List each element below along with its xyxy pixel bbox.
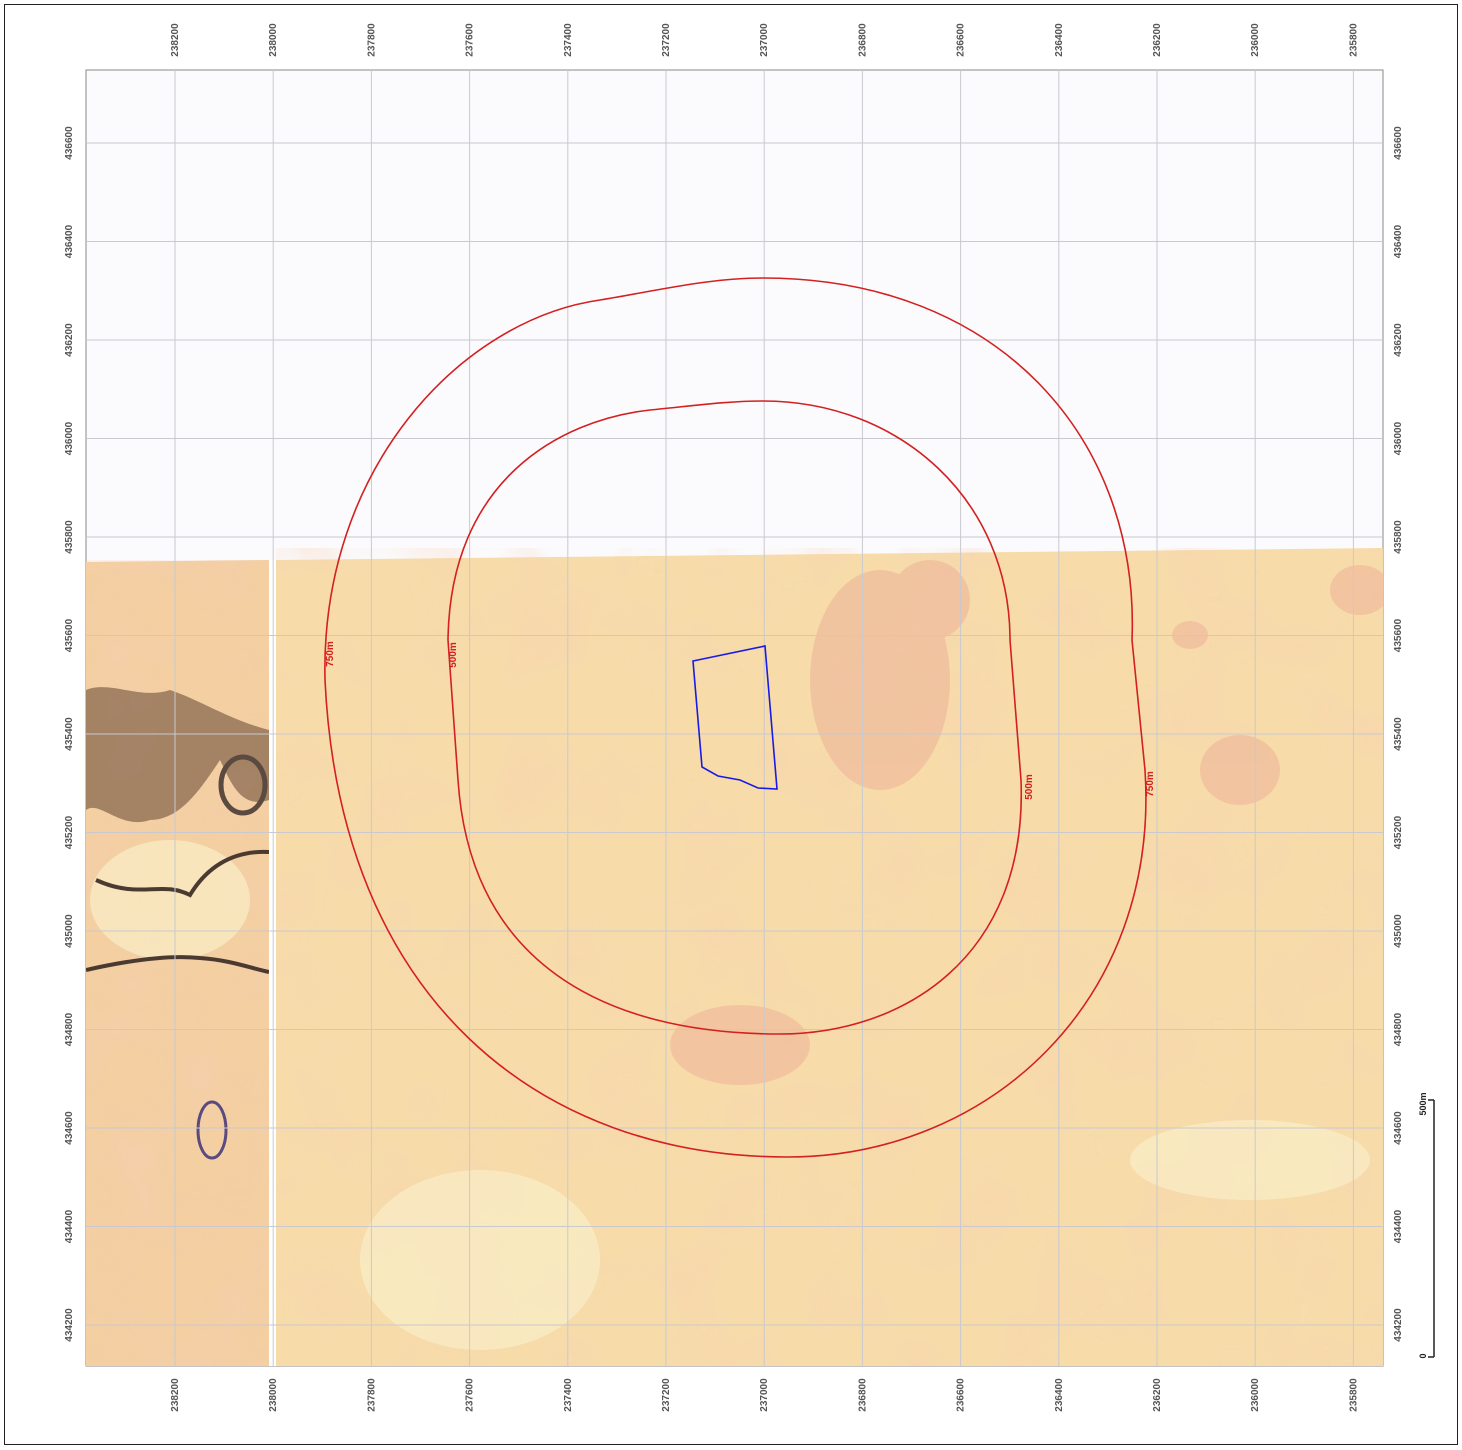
tick-label-left: 436200	[64, 323, 75, 357]
scale-bar: 0 500m	[1418, 1092, 1435, 1359]
tick-label-right: 434200	[1393, 1308, 1404, 1342]
tick-label-right: 436000	[1393, 421, 1404, 455]
imagery-patches	[670, 560, 1383, 1085]
tick-label-top: 237400	[563, 23, 574, 57]
tick-label-top: 238200	[170, 23, 181, 57]
scale-bar-zero: 0	[1418, 1353, 1428, 1358]
coordinate-labels: 238200 238000 237800 237600 237400 237200 2370…	[64, 23, 1404, 1412]
tick-label-bottom: 236600	[956, 1378, 967, 1412]
tick-label-bottom: 236200	[1152, 1378, 1163, 1412]
tick-label-bottom: 236800	[857, 1378, 868, 1412]
tick-label-bottom: 235800	[1348, 1378, 1359, 1412]
tick-label-top: 236800	[857, 23, 868, 57]
tick-label-left: 435400	[64, 717, 75, 751]
tick-label-right: 436200	[1393, 323, 1404, 357]
tick-label-right: 434600	[1393, 1111, 1404, 1145]
tick-label-left: 436600	[64, 126, 75, 160]
tick-label-top: 237200	[661, 23, 672, 57]
tick-label-top: 236400	[1054, 23, 1065, 57]
tick-label-left: 436400	[64, 224, 75, 258]
buffer-label: 500m	[448, 642, 459, 668]
buffer-label: 750m	[325, 641, 336, 667]
tick-label-right: 434400	[1393, 1209, 1404, 1243]
buffer-label: 500m	[1024, 774, 1035, 800]
tick-label-top: 237000	[759, 23, 770, 57]
tick-label-top: 236200	[1152, 23, 1163, 57]
buffer-label: 750m	[1145, 771, 1156, 797]
tick-label-bottom: 237000	[759, 1378, 770, 1412]
tick-label-right: 435600	[1393, 618, 1404, 652]
tick-label-top: 235800	[1348, 23, 1359, 57]
buffer-labels: 750m 500m 500m 750m	[325, 641, 1156, 800]
site-boundary[interactable]	[692, 645, 778, 790]
scale-bar-end: 500m	[1418, 1092, 1428, 1115]
imagery-dark-features	[86, 687, 270, 1160]
tick-label-left: 435600	[64, 618, 75, 652]
tick-label-right: 435400	[1393, 717, 1404, 751]
tick-label-left: 435200	[64, 815, 75, 849]
tick-label-bottom: 237800	[366, 1378, 377, 1412]
tick-label-left: 434400	[64, 1209, 75, 1243]
tick-label-right: 436400	[1393, 224, 1404, 258]
tick-label-right: 434800	[1393, 1012, 1404, 1046]
tick-label-right: 435200	[1393, 815, 1404, 849]
tick-label-top: 236600	[956, 23, 967, 57]
tick-label-bottom: 238200	[170, 1378, 181, 1412]
tick-label-top: 236000	[1250, 23, 1261, 57]
buffer-500m[interactable]	[447, 400, 1022, 1035]
tick-label-bottom: 237200	[661, 1378, 672, 1412]
tick-label-left: 434600	[64, 1111, 75, 1145]
tick-label-right: 435000	[1393, 914, 1404, 948]
tick-label-left: 435800	[64, 520, 75, 554]
tick-label-bottom: 236400	[1054, 1378, 1065, 1412]
tick-label-bottom: 238000	[268, 1378, 279, 1412]
tick-label-top: 238000	[268, 23, 279, 57]
tick-label-bottom: 237600	[465, 1378, 476, 1412]
tick-label-right: 435800	[1393, 520, 1404, 554]
tick-label-right: 436600	[1393, 126, 1404, 160]
tick-label-bottom: 236000	[1250, 1378, 1261, 1412]
map-frame	[4, 4, 1458, 1445]
tick-label-left: 434800	[64, 1012, 75, 1046]
tick-label-left: 434200	[64, 1308, 75, 1342]
buffer-750m[interactable]	[324, 277, 1147, 1158]
tick-label-left: 435000	[64, 914, 75, 948]
tick-label-left: 436000	[64, 421, 75, 455]
tick-label-top: 237800	[366, 23, 377, 57]
tick-label-bottom: 237400	[563, 1378, 574, 1412]
tick-label-top: 237600	[465, 23, 476, 57]
